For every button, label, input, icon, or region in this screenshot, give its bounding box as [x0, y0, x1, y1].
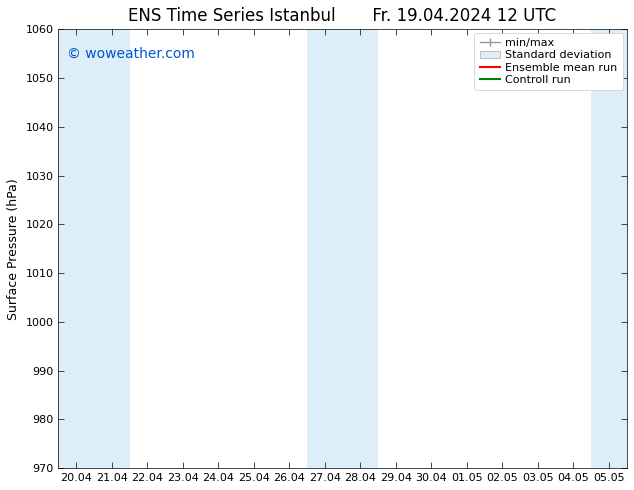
Legend: min/max, Standard deviation, Ensemble mean run, Controll run: min/max, Standard deviation, Ensemble me… — [474, 33, 623, 90]
Y-axis label: Surface Pressure (hPa): Surface Pressure (hPa) — [7, 178, 20, 319]
Bar — [94, 29, 129, 468]
Bar — [58, 29, 94, 468]
Bar — [307, 29, 342, 468]
Bar — [591, 29, 626, 468]
Text: © woweather.com: © woweather.com — [67, 47, 195, 61]
Title: ENS Time Series Istanbul       Fr. 19.04.2024 12 UTC: ENS Time Series Istanbul Fr. 19.04.2024 … — [129, 7, 557, 25]
Bar — [342, 29, 378, 468]
